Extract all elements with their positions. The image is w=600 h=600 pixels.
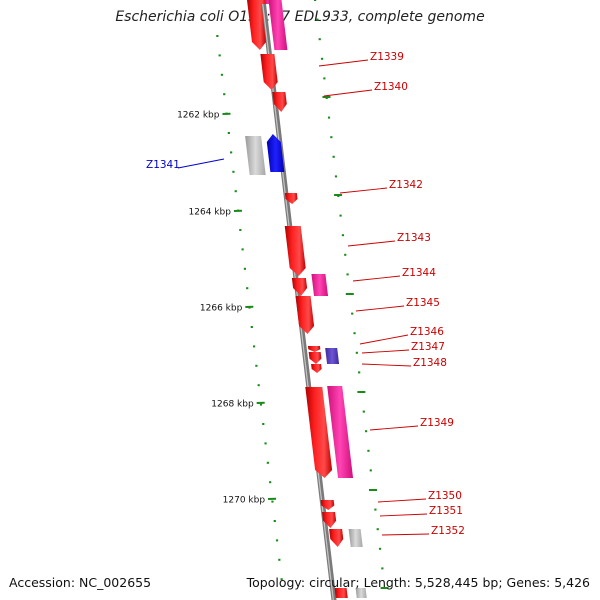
label-leader-line	[359, 334, 409, 345]
label-leader-line	[318, 59, 369, 67]
gene-label-z1339[interactable]: Z1339	[370, 51, 404, 63]
label-leader-line	[339, 187, 388, 194]
gene-label-z1341[interactable]: Z1341	[146, 159, 180, 171]
label-leader-line	[381, 533, 430, 536]
accession-text: Accession: NC_002655	[9, 575, 152, 590]
gene-label-z1352[interactable]: Z1352	[431, 525, 465, 537]
gene-label-z1344[interactable]: Z1344	[402, 267, 436, 279]
red-gene-arrow[interactable]	[295, 296, 315, 334]
ruler-ticks: 1262 kbp 1264 kbp 1266 kbp 1268 kbp 1270 kbp	[177, 0, 389, 589]
gene-label-z1346[interactable]: Z1346	[410, 326, 444, 338]
ruler-label: 1268 kbp	[211, 400, 254, 410]
red-gene-arrow[interactable]	[334, 588, 348, 598]
label-leader-line	[177, 158, 225, 169]
gray-gene-arrow[interactable]	[245, 136, 266, 175]
ruler-label: 1266 kbp	[200, 304, 243, 314]
red-gene-arrow[interactable]	[308, 352, 322, 364]
label-leader-line	[323, 89, 373, 97]
pink-gene-arrow[interactable]	[311, 274, 329, 296]
red-gene-arrow[interactable]	[322, 512, 337, 528]
red-gene-arrow[interactable]	[284, 193, 298, 204]
gene-label-z1340[interactable]: Z1340	[374, 81, 408, 93]
red-gene-arrow[interactable]	[272, 92, 287, 112]
red-gene-arrow[interactable]	[247, 0, 266, 50]
label-leader-line	[352, 275, 401, 282]
red-gene-arrow[interactable]	[329, 529, 344, 547]
red-gene-arrow[interactable]	[260, 54, 278, 90]
red-gene-arrow[interactable]	[307, 346, 321, 352]
gene-features	[245, 0, 367, 598]
red-gene-arrow[interactable]	[291, 278, 308, 296]
ruler-label: 1264 kbp	[189, 208, 232, 218]
gene-label-z1350[interactable]: Z1350	[428, 490, 462, 502]
gene-label-z1351[interactable]: Z1351	[429, 505, 463, 517]
red-gene-arrow[interactable]	[284, 226, 306, 276]
ruler-label: 1262 kbp	[177, 111, 220, 121]
label-leader-line	[379, 513, 428, 517]
red-gene-arrow[interactable]	[311, 364, 322, 373]
label-leader-line	[347, 240, 396, 247]
label-leader-line	[355, 305, 405, 312]
pink-gene-arrow[interactable]	[268, 0, 288, 50]
gene-label-z1343[interactable]: Z1343	[397, 232, 431, 244]
gray-gene-arrow[interactable]	[355, 588, 367, 598]
purple-gene-arrow[interactable]	[325, 348, 340, 364]
red-gene-arrow[interactable]	[320, 500, 335, 510]
gray-gene-arrow[interactable]	[348, 529, 363, 547]
gene-label-z1349[interactable]: Z1349	[420, 417, 454, 429]
label-leader-line	[377, 498, 427, 503]
gene-label-z1347[interactable]: Z1347	[411, 341, 445, 353]
genome-title: Escherichia coli O157:H7 EDL933, complet…	[115, 9, 485, 25]
gene-label-z1345[interactable]: Z1345	[406, 297, 440, 309]
gene-labels: Z1339 Z1340 Z1341 Z1342 Z1343 Z1344 Z1345 Z1346…	[146, 51, 465, 537]
gene-label-z1342[interactable]: Z1342	[389, 179, 423, 191]
pink-gene-arrow[interactable]	[327, 386, 354, 478]
label-leader-line	[361, 349, 410, 354]
gene-label-z1348[interactable]: Z1348	[413, 357, 447, 369]
label-leader-line	[369, 425, 419, 431]
genome-summary-text: Topology: circular; Length: 5,528,445 bp…	[246, 575, 590, 590]
blue-gene-arrow[interactable]	[266, 134, 285, 172]
ruler-label: 1270 kbp	[223, 496, 266, 506]
red-gene-arrow[interactable]	[305, 387, 333, 478]
label-leader-line	[361, 363, 412, 367]
